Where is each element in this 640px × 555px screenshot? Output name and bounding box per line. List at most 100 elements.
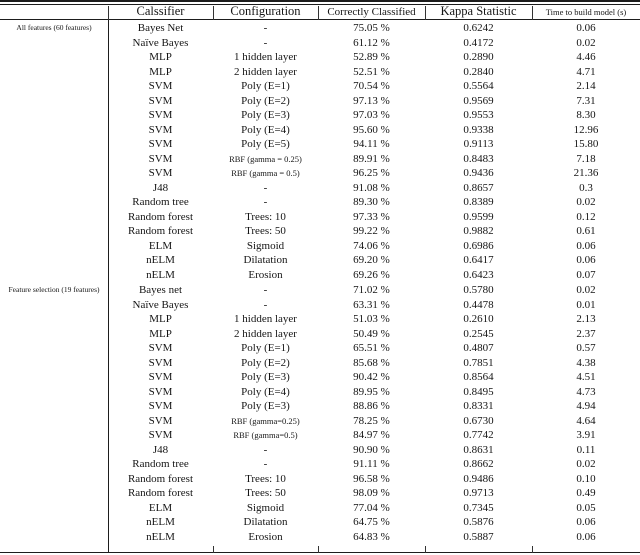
cell-classifier: SVM xyxy=(148,167,173,179)
cell-classifier: SVM xyxy=(148,356,173,369)
table-row: J48 - 91.08 % 0.8657 0.3 xyxy=(0,181,640,196)
cell-correctly-classified: 89.91 % xyxy=(353,152,390,165)
cell-time: 4.71 xyxy=(576,65,596,78)
cell-correctly-classified: 64.75 % xyxy=(353,516,390,528)
cell-classifier: Random forest xyxy=(127,210,194,223)
section-label-cell xyxy=(0,428,108,443)
cell-correctly-classified: 91.08 % xyxy=(353,181,390,194)
cell-configuration: Trees: 50 xyxy=(245,225,286,237)
cell-configuration: RBF (gamma = 0.25) xyxy=(229,153,302,164)
section-label-cell xyxy=(0,181,108,196)
section-label-cell xyxy=(0,224,108,239)
cell-classifier: J48 xyxy=(152,443,169,456)
cell-configuration: Poly (E=2) xyxy=(241,94,290,107)
section-label-cell xyxy=(0,137,108,152)
cell-configuration: Trees: 10 xyxy=(245,210,286,223)
cell-correctly-classified: 64.83 % xyxy=(353,530,390,543)
cell-configuration: Poly (E=1) xyxy=(241,80,290,92)
cell-kappa-statistic: 0.2840 xyxy=(463,65,494,78)
bottom-rule xyxy=(0,552,640,553)
cell-configuration: Poly (E=4) xyxy=(241,123,290,136)
cell-correctly-classified: 85.68 % xyxy=(353,356,390,369)
cell-kappa-statistic: 0.7742 xyxy=(463,429,494,441)
section-label-cell xyxy=(0,501,108,516)
cell-configuration: - xyxy=(263,298,268,311)
section-label-cell xyxy=(0,530,108,545)
cell-correctly-classified: 50.49 % xyxy=(353,327,390,340)
cell-correctly-classified: 95.60 % xyxy=(353,123,390,136)
table-row: Random tree - 89.30 % 0.8389 0.02 xyxy=(0,195,640,210)
cell-classifier: SVM xyxy=(148,109,173,121)
section-label-cell xyxy=(0,166,108,181)
cell-configuration: Trees: 10 xyxy=(245,472,286,485)
cell-classifier: nELM xyxy=(146,516,175,528)
cell-configuration: RBF (gamma=0.5) xyxy=(233,430,298,440)
cell-configuration: - xyxy=(263,458,268,470)
cell-kappa-statistic: 0.9882 xyxy=(463,225,494,237)
cell-time: 4.94 xyxy=(576,400,596,412)
cell-correctly-classified: 90.90 % xyxy=(353,443,390,456)
section-label-cell xyxy=(0,152,108,167)
table-row: SVM Poly (E=3) 97.03 % 0.9553 8.30 xyxy=(0,108,640,123)
cell-time: 0.06 xyxy=(576,530,596,543)
section-label-cell xyxy=(0,36,108,51)
results-table: All features (60 features) Bayes Net - 7… xyxy=(0,20,640,544)
cell-time: 0.49 xyxy=(576,487,596,499)
table-row: MLP 2 hidden layer 52.51 % 0.2840 4.71 xyxy=(0,65,640,80)
cell-kappa-statistic: 0.5876 xyxy=(463,516,494,528)
cell-kappa-statistic: 0.8657 xyxy=(463,181,494,194)
cell-correctly-classified: 52.89 % xyxy=(353,51,390,63)
cell-configuration: - xyxy=(263,36,268,49)
cell-correctly-classified: 52.51 % xyxy=(353,65,390,78)
cell-time: 12.96 xyxy=(573,123,599,136)
table-row: nELM Erosion 64.83 % 0.5887 0.06 xyxy=(0,530,640,545)
cell-configuration: Poly (E=5) xyxy=(241,138,290,150)
cell-time: 15.80 xyxy=(573,138,599,150)
table-row: SVM Poly (E=1) 70.54 % 0.5564 2.14 xyxy=(0,79,640,94)
cell-classifier: SVM xyxy=(148,385,173,398)
cell-time: 0.57 xyxy=(576,342,596,354)
cell-classifier: Naïve Bayes xyxy=(132,36,189,49)
cell-classifier: nELM xyxy=(146,530,175,543)
cell-time: 0.06 xyxy=(576,516,596,528)
cell-kappa-statistic: 0.8662 xyxy=(463,458,494,470)
cell-kappa-statistic: 0.9338 xyxy=(463,123,494,136)
cell-kappa-statistic: 0.6242 xyxy=(463,21,494,34)
table-row: Random forest Trees: 50 99.22 % 0.9882 0… xyxy=(0,224,640,239)
cell-classifier: SVM xyxy=(148,414,173,427)
table-row: SVM Poly (E=1) 65.51 % 0.4807 0.57 xyxy=(0,341,640,356)
cell-kappa-statistic: 0.6423 xyxy=(463,268,494,281)
cell-kappa-statistic: 0.9713 xyxy=(463,487,494,499)
cell-configuration: - xyxy=(263,21,268,34)
section-label-cell xyxy=(0,327,108,342)
column-tick xyxy=(318,546,319,553)
cell-correctly-classified: 97.03 % xyxy=(353,109,390,121)
cell-kappa-statistic: 0.5564 xyxy=(463,80,494,92)
section-label-cell xyxy=(0,253,108,268)
cell-configuration: Poly (E=3) xyxy=(241,109,290,121)
column-tick xyxy=(318,6,319,20)
cell-kappa-statistic: 0.2890 xyxy=(463,51,494,63)
table-row: SVM RBF (gamma = 0.25) 89.91 % 0.8483 7.… xyxy=(0,152,640,167)
cell-kappa-statistic: 0.6730 xyxy=(463,414,494,427)
table-row: MLP 1 hidden layer 52.89 % 0.2890 4.46 xyxy=(0,50,640,65)
table-row: SVM Poly (E=3) 88.86 % 0.8331 4.94 xyxy=(0,399,640,414)
cell-time: 0.05 xyxy=(576,501,596,514)
section-label-cell xyxy=(0,108,108,123)
top-rule-inner xyxy=(0,4,640,5)
table-header-row: Calssifier Configuration Correctly Class… xyxy=(0,3,640,20)
cell-time: 0.06 xyxy=(576,254,596,266)
cell-time: 21.36 xyxy=(573,167,599,179)
cell-time: 3.91 xyxy=(576,429,596,441)
cell-kappa-statistic: 0.5780 xyxy=(463,283,494,296)
cell-time: 4.73 xyxy=(576,385,596,398)
table-row: nELM Erosion 69.26 % 0.6423 0.07 xyxy=(0,268,640,283)
cell-configuration: Sigmoid xyxy=(246,501,285,514)
section-label-cell xyxy=(0,385,108,400)
cell-time: 2.37 xyxy=(576,327,596,340)
cell-time: 0.02 xyxy=(576,36,596,49)
section-label: Feature selection (19 features) xyxy=(8,285,100,294)
section-label-cell xyxy=(0,195,108,210)
section-label: All features (60 features) xyxy=(16,23,92,32)
